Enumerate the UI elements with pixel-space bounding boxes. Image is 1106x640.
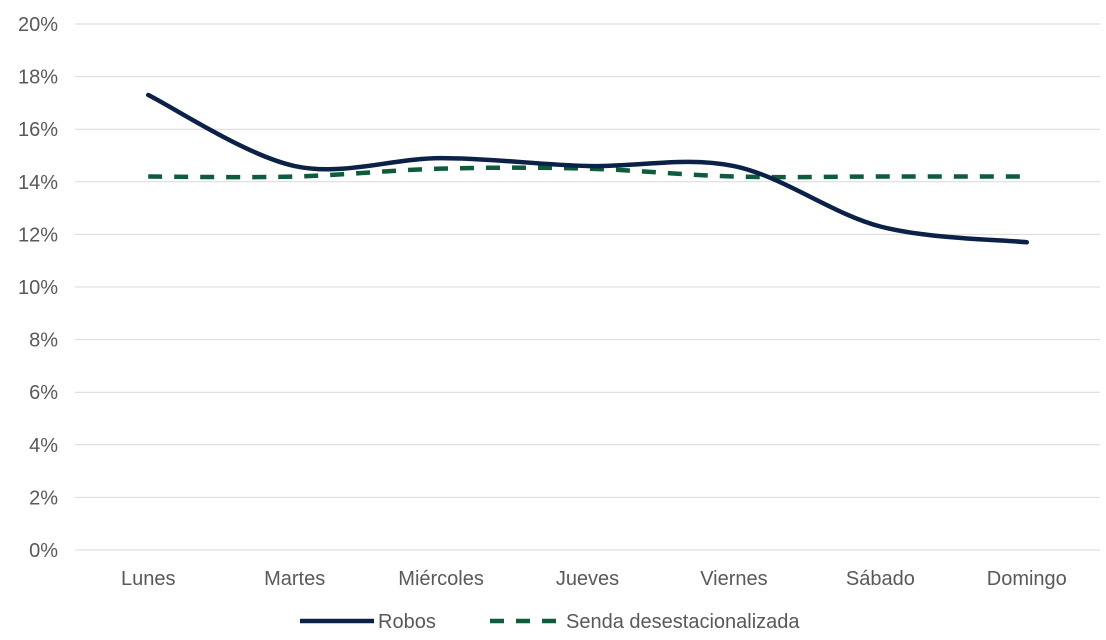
series-lines <box>145 92 1030 245</box>
y-tick-label: 18% <box>18 67 58 89</box>
y-tick-label: 0% <box>29 540 58 562</box>
gridlines <box>75 23 1100 551</box>
y-tick-label: 12% <box>18 224 58 246</box>
legend-label: Robos <box>378 611 436 633</box>
x-tick-label: Lunes <box>121 568 176 590</box>
x-tick-label: Domingo <box>987 568 1067 590</box>
series-line-robos <box>145 92 1030 245</box>
legend: Robos Senda desestacionalizada <box>300 611 800 633</box>
y-tick-label: 16% <box>18 119 58 141</box>
y-tick-label: 14% <box>18 172 58 194</box>
y-tick-label: 6% <box>29 382 58 404</box>
x-tick-label: Martes <box>264 568 325 590</box>
x-tick-label: Miércoles <box>398 568 484 590</box>
y-tick-label: 4% <box>29 435 58 457</box>
y-tick-label: 10% <box>18 277 58 299</box>
y-tick-label: 8% <box>29 330 58 352</box>
legend-label: Senda desestacionalizada <box>566 611 800 633</box>
x-tick-label: Jueves <box>556 568 619 590</box>
x-tick-label: Sábado <box>846 568 915 590</box>
y-tick-label: 20% <box>18 14 58 36</box>
y-axis-tick-labels: 0% 2% 4% 6% 8% 10% 12% 14% 16% 18% 20% <box>18 14 58 562</box>
x-axis-tick-labels: Lunes Martes Miércoles Jueves Viernes Sábado D… <box>121 568 1067 590</box>
x-tick-label: Viernes <box>700 568 767 590</box>
y-tick-label: 2% <box>29 487 58 509</box>
series-line-senda-desestacionalizada <box>148 165 1027 180</box>
